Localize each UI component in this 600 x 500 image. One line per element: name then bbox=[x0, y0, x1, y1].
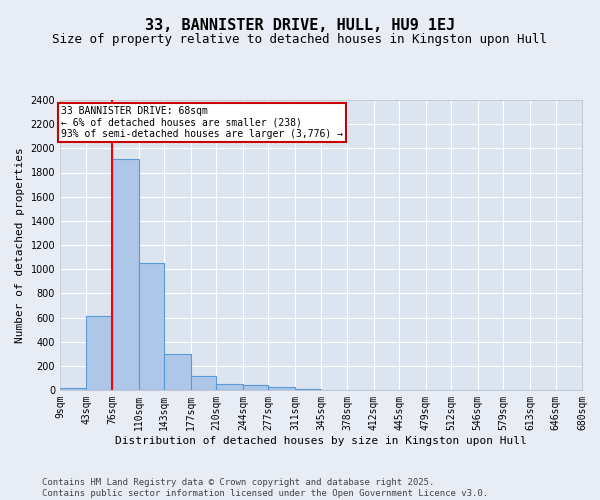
Bar bbox=[295, 389, 322, 390]
Bar bbox=[243, 385, 268, 390]
Text: 33 BANNISTER DRIVE: 68sqm
← 6% of detached houses are smaller (238)
93% of semi-: 33 BANNISTER DRIVE: 68sqm ← 6% of detach… bbox=[61, 106, 343, 139]
Bar bbox=[268, 386, 295, 390]
Text: Contains HM Land Registry data © Crown copyright and database right 2025.
Contai: Contains HM Land Registry data © Crown c… bbox=[42, 478, 488, 498]
X-axis label: Distribution of detached houses by size in Kingston upon Hull: Distribution of detached houses by size … bbox=[115, 436, 527, 446]
Text: Size of property relative to detached houses in Kingston upon Hull: Size of property relative to detached ho… bbox=[53, 32, 548, 46]
Bar bbox=[86, 316, 112, 390]
Bar bbox=[164, 354, 191, 390]
Bar bbox=[217, 384, 243, 390]
Y-axis label: Number of detached properties: Number of detached properties bbox=[15, 147, 25, 343]
Bar bbox=[112, 159, 139, 390]
Bar bbox=[139, 263, 164, 390]
Bar bbox=[60, 388, 86, 390]
Bar bbox=[191, 376, 217, 390]
Text: 33, BANNISTER DRIVE, HULL, HU9 1EJ: 33, BANNISTER DRIVE, HULL, HU9 1EJ bbox=[145, 18, 455, 32]
